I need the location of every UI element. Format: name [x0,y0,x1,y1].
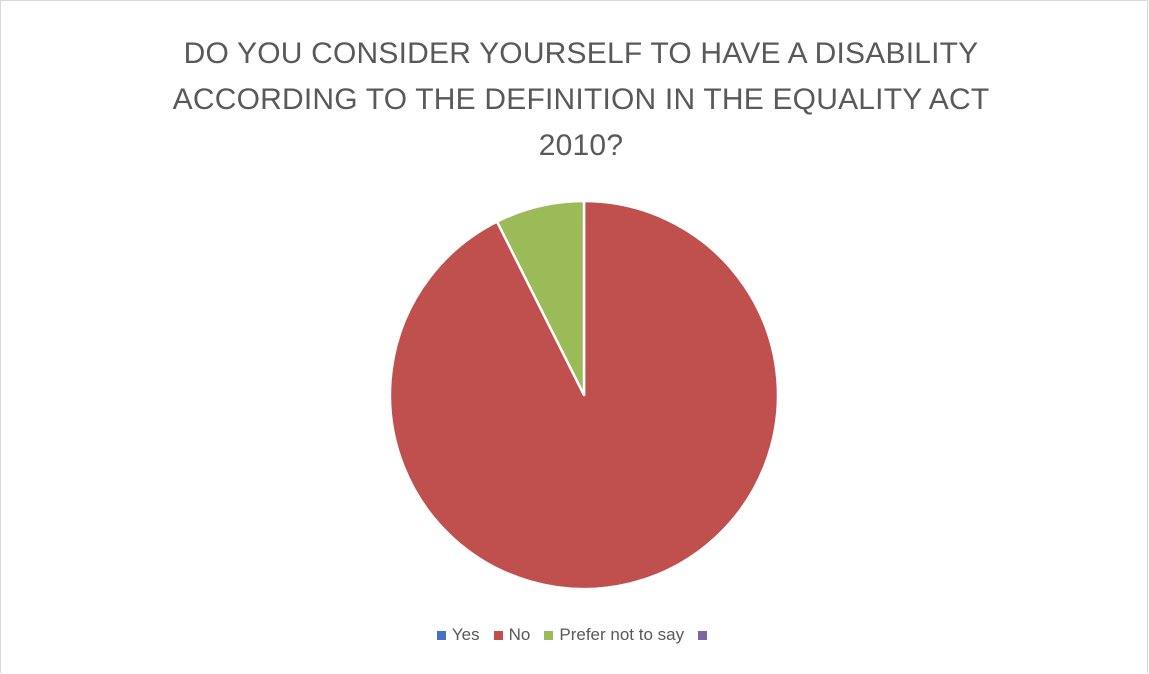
legend-swatch-yes [436,630,446,640]
legend-item-prefer-not-to-say: Prefer not to say [544,625,684,645]
legend-swatch-prefer-not-to-say [544,630,554,640]
legend-swatch-no [493,630,503,640]
legend-label-prefer-not-to-say: Prefer not to say [559,625,685,644]
pie-slice-prefer-not-to-say [495,199,586,397]
legend-swatch-unlabeled [698,630,708,640]
legend: Yes No Prefer not to say [1,625,1149,645]
chart-title: DO YOU CONSIDER YOURSELF TO HAVE A DISAB… [172,37,990,162]
legend-item-unlabeled [698,630,713,640]
legend-item-no: No [493,625,531,645]
legend-label-yes: Yes [451,625,480,644]
legend-label-no: No [508,625,531,644]
legend-item-yes: Yes [436,625,480,645]
